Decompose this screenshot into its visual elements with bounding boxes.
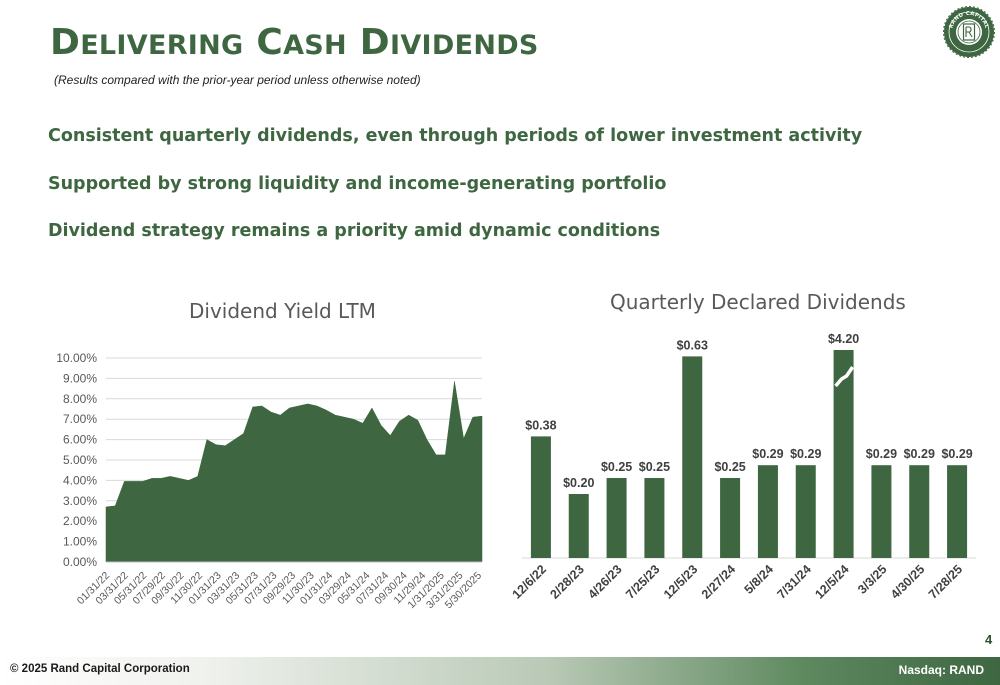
x-tick-label: 4/26/23 [585,562,624,601]
x-tick-label: 3/3/25 [855,562,890,597]
bullet-point-2: Supported by strong liquidity and income… [48,174,667,194]
bullet-point-3: Dividend strategy remains a priority ami… [48,221,661,241]
page-subtitle: (Results compared with the prior-year pe… [54,73,421,87]
y-tick-label: 3.00% [63,494,97,508]
y-tick-label: 9.00% [63,371,97,385]
yield-chart: 0.00% 1.00% 2.00% 3.00% 4.00% 5.00% 6.00% 7.00%… [56,351,484,611]
dividend-bar [757,465,778,558]
copyright-text: © 2025 Rand Capital Corporation [10,663,190,675]
y-tick-label: 1.00% [63,535,97,549]
dividend-bar [644,478,665,558]
y-tick-label: 6.00% [63,433,97,447]
data-label: $0.63 [677,338,708,352]
page-title: DELIVERING CASH DIVIDENDS [50,22,539,63]
dividend-bar [871,465,892,558]
x-tick-label: 12/6/22 [510,562,549,601]
data-label: $0.25 [714,460,745,474]
yield-area-series [105,381,483,563]
y-tick-label: 7.00% [63,412,97,426]
dividend-bar [606,478,627,558]
data-label: $0.25 [601,460,632,474]
ticker-text: Nasdaq: RAND [898,663,984,677]
x-tick-label: 2/27/24 [699,562,738,601]
y-tick-label: 2.00% [63,514,97,528]
x-tick-label: 12/5/23 [661,562,700,601]
x-tick-label: 12/5/24 [812,562,851,601]
data-label: $0.29 [904,447,935,461]
yield-chart-title: Dividend Yield LTM [189,299,376,323]
dividend-bar [795,465,816,558]
x-tick-label: 2/28/23 [547,562,586,601]
dividend-bar [682,356,703,558]
page-number: 4 [985,632,993,647]
rand-capital-seal-icon: RAND CAPITAL [943,6,995,58]
data-label: $0.38 [525,418,556,432]
dividend-bar [833,350,854,558]
y-tick-label: 4.00% [63,473,97,487]
y-tick-label: 8.00% [63,392,97,406]
x-tick-label: 4/30/25 [888,562,927,601]
dividend-bar [909,465,930,558]
bullet-point-1: Consistent quarterly dividends, even thr… [48,126,863,146]
dividends-chart: $0.38 12/6/22 $0.20 2/28/23 $0.25 4/26/23 $0.2… [510,332,976,602]
dividends-chart-title: Quarterly Declared Dividends [610,290,906,314]
data-label: $0.29 [790,447,821,461]
data-label: $0.29 [752,447,783,461]
dividend-bar [530,436,551,558]
y-tick-label: 5.00% [63,453,97,467]
y-tick-label: 10.00% [56,351,97,365]
x-tick-label: 7/28/25 [926,562,965,601]
x-tick-label: 7/31/24 [774,562,813,601]
y-tick-label: 0.00% [63,555,97,569]
data-label: $0.20 [563,476,594,490]
dividend-bar [947,465,968,558]
data-label: $0.25 [639,460,670,474]
data-label: $4.20 [828,332,859,346]
x-tick-label: 7/25/23 [623,562,662,601]
data-label: $0.29 [866,447,897,461]
dividend-bar [568,494,589,558]
footer-bar: © 2025 Rand Capital Corporation Nasdaq: … [0,657,1000,685]
data-label: $0.29 [941,447,972,461]
x-tick-label: 5/8/24 [742,562,777,597]
dividend-bar [720,478,741,558]
axis-break-mark [834,366,855,388]
